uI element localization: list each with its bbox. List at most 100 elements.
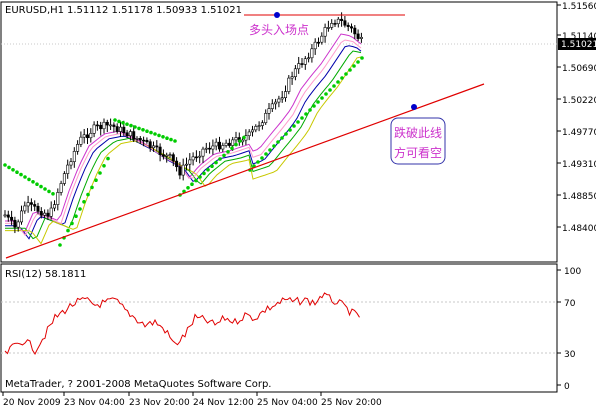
candle-body [258, 126, 260, 127]
sar-dot [308, 108, 312, 112]
rsi-tick: 30 [564, 350, 576, 360]
sar-dot [137, 127, 141, 131]
candle-body [149, 142, 151, 148]
sar-dot [360, 56, 364, 60]
time-tick: 20 Nov 2009 [3, 398, 61, 408]
candle-body [60, 183, 62, 192]
entry-anchor-dot[interactable] [274, 12, 280, 18]
sar-dot [324, 92, 328, 96]
rsi-tick: 70 [564, 299, 576, 309]
sar-dot [94, 178, 98, 182]
candle-body [350, 27, 352, 28]
candle-body [73, 151, 75, 161]
candle-body [139, 138, 141, 140]
candle-body [354, 28, 356, 34]
sar-dot [169, 138, 173, 142]
rsi-panel-frame [1, 264, 557, 392]
sar-dot [292, 124, 296, 128]
candle-body [129, 132, 131, 136]
candle-body [109, 125, 111, 126]
sar-dot [268, 148, 272, 152]
sar-dot [23, 175, 27, 179]
sar-dot [300, 116, 304, 120]
sar-dot [39, 185, 43, 189]
candle-body [152, 146, 154, 148]
candle-body [67, 165, 69, 174]
candle-body [360, 37, 362, 38]
sar-dot [15, 170, 19, 174]
candle-body [334, 23, 336, 24]
sar-dot [141, 128, 145, 132]
candle-body [63, 174, 65, 184]
candle-body [133, 132, 135, 140]
candle-body [205, 148, 207, 149]
candle-body [347, 25, 349, 26]
candle-body [317, 42, 319, 43]
sar-dot [27, 178, 31, 182]
sar-dot [117, 120, 121, 124]
current-price-text: 1.51021 [561, 40, 596, 50]
candle-body [172, 155, 174, 161]
sar-dot [106, 157, 110, 161]
time-tick: 24 Nov 12:00 [193, 398, 254, 408]
candle-body [126, 133, 128, 136]
rsi-label: RSI(12) 58.1811 [5, 269, 86, 280]
sar-dot [206, 168, 210, 172]
candle-body [136, 138, 138, 139]
sar-dot [113, 118, 117, 122]
candle-body [106, 122, 108, 125]
candle-body [225, 143, 227, 145]
annotation-box-line1: 跌破此线 [394, 125, 442, 140]
candle-body [212, 146, 214, 149]
sar-dot [332, 84, 336, 88]
sar-dot [328, 88, 332, 92]
sar-dot [260, 156, 264, 160]
sar-dot [336, 80, 340, 84]
candle-body [321, 36, 323, 42]
sar-dot [316, 100, 320, 104]
candle-body [34, 204, 36, 206]
sar-dot [238, 139, 242, 143]
trendline-anchor-dot[interactable] [411, 104, 417, 110]
sar-dot [284, 132, 288, 136]
candle-body [251, 130, 253, 132]
sar-dot [186, 186, 190, 190]
candle-body [228, 143, 230, 145]
sar-dot [202, 172, 206, 176]
candle-body [357, 34, 359, 39]
ohlc-label: 1.51112 1.51178 1.50933 1.51021 [67, 5, 242, 16]
sar-dot [31, 180, 35, 184]
sar-dot [218, 157, 222, 161]
sar-dot [276, 140, 280, 144]
candle-body [215, 142, 217, 146]
sar-dot [340, 76, 344, 80]
candle-body [235, 138, 237, 140]
sar-dot [86, 193, 90, 197]
time-axis: 20 Nov 2009 23 Nov 04:00 23 Nov 20:00 24… [3, 392, 382, 408]
candle-body [103, 122, 105, 129]
candle-body [156, 146, 158, 147]
time-tick: 23 Nov 20:00 [129, 398, 190, 408]
candle-body [294, 69, 296, 77]
candle-body [27, 203, 29, 206]
price-tick: 1.49310 [562, 160, 596, 170]
candle-body [301, 64, 303, 65]
candle-body [179, 167, 181, 175]
sar-dot [58, 243, 62, 247]
rsi-tick: 0 [564, 382, 570, 392]
candle-body [10, 217, 12, 220]
candle-body [268, 109, 270, 114]
sar-dot [320, 96, 324, 100]
rsi-axis: 100 70 30 0 [557, 267, 581, 392]
sar-dot [149, 131, 153, 135]
candle-body [284, 92, 286, 98]
candle-body [90, 133, 92, 137]
candle-body [274, 102, 276, 104]
candle-body [142, 140, 144, 141]
candle-body [248, 132, 250, 136]
candle-body [86, 135, 88, 138]
candle-body [175, 161, 177, 167]
candle-body [40, 211, 42, 215]
candle-body [100, 125, 102, 129]
